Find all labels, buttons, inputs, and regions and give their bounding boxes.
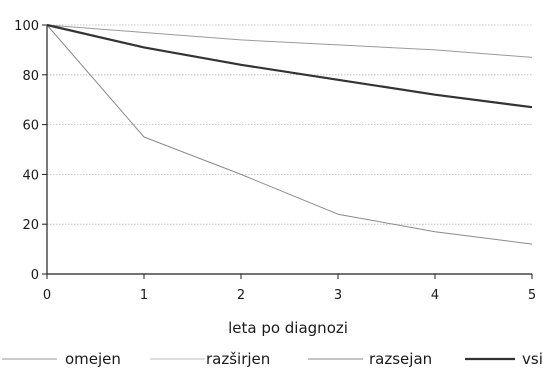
y-tick-label: 20 (22, 218, 39, 233)
series-line-vsi (46, 23, 533, 109)
series-line-razsejan (46, 24, 533, 245)
x-tick-label: 5 (528, 288, 536, 303)
legend-label-omejen: omejen (65, 350, 121, 368)
series-layer (46, 23, 533, 245)
y-tick-label: 40 (22, 168, 39, 183)
x-axis-title: leta po diagnozi (228, 319, 348, 337)
legend: omejen razširjen razsejan vsi (2, 350, 543, 368)
legend-label-razširjen: razširjen (206, 350, 270, 368)
x-tick-label: 0 (43, 288, 51, 303)
legend-label-vsi: vsi (522, 350, 543, 368)
y-tick-label: 100 (14, 19, 39, 34)
x-tick-label: 2 (237, 288, 245, 303)
y-tick-label: 60 (22, 119, 39, 134)
x-tick-label: 3 (334, 288, 342, 303)
y-tick-label: 0 (31, 268, 39, 283)
x-tick-label: 1 (140, 288, 148, 303)
series-line-razširjen (46, 24, 533, 108)
series-line-omejen (46, 24, 533, 58)
y-tick-label: 80 (22, 69, 39, 84)
tick-labels: 0 20 40 60 80 100 0 1 2 3 4 5 (14, 19, 536, 303)
legend-label-razsejan: razsejan (369, 350, 432, 368)
axes-layer (42, 24, 533, 279)
x-tick-label: 4 (431, 288, 439, 303)
